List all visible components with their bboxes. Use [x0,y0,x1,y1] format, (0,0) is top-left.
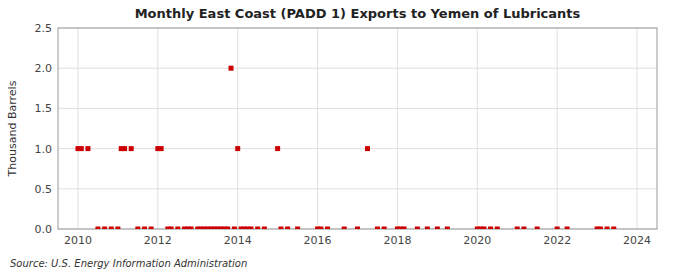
point [129,146,134,151]
grid [58,28,657,229]
plot-frame [58,28,657,229]
y-tick-label: 0.0 [35,223,53,236]
x-tick-label: 2012 [144,234,172,247]
point [229,66,234,71]
point [425,227,430,230]
y-grid-line [58,68,657,69]
point [375,227,380,230]
x-grid-line [397,28,398,229]
x-grid-line [77,28,78,229]
point [382,227,387,230]
title: Monthly East Coast (PADD 1) Exports to Y… [135,6,581,21]
y-tick-label: 1.0 [35,143,53,156]
point [102,227,107,230]
point [149,227,154,230]
point [278,227,283,230]
point [342,227,347,230]
x-tick-label: 2010 [64,234,92,247]
point [159,146,164,151]
x-tick-label: 2016 [304,234,332,247]
point [275,146,280,151]
x-grid-line [237,28,238,229]
point [109,227,114,230]
points [75,66,616,229]
point [189,227,194,230]
point [142,227,147,230]
point [535,227,540,230]
point [495,227,500,230]
point [225,227,230,230]
source-note: Source: U.S. Energy Information Administ… [10,258,247,269]
x-grid-line [637,28,638,229]
point [115,227,120,230]
x-grid-line [477,28,478,229]
point [435,227,440,230]
y-axis-label: Thousand Barrels [6,80,19,177]
point [605,227,610,230]
point [95,227,100,230]
point [365,146,370,151]
point [135,227,140,230]
point [402,227,407,230]
x-tick-label: 2014 [224,234,252,247]
point [85,146,90,151]
point [255,227,260,230]
background [0,0,675,275]
x-tick-label: 2018 [383,234,411,247]
point [248,227,253,230]
point [565,227,570,230]
point [598,227,603,230]
point [295,227,300,230]
point [235,146,240,151]
y-tick-label: 1.5 [35,102,53,115]
y-grid-line [58,188,657,189]
x-grid-line [317,28,318,229]
point [488,227,493,230]
x-grid-line [557,28,558,229]
point [175,227,180,230]
x-tick-label: 2024 [623,234,651,247]
x-tick-label: 2022 [543,234,571,247]
y-tick-label: 2.5 [35,22,53,35]
point [79,146,84,151]
y-grid-line [58,148,657,149]
x-tick-label: 2020 [463,234,491,247]
chart: 0.0 0.5 1.0 1.5 2.0 2.5 2010 2012 2014 2016 2018 20… [0,0,675,275]
point [481,227,486,230]
point [555,227,560,230]
point [285,227,290,230]
y-grid-line [58,108,657,109]
point [515,227,520,230]
point [262,227,267,230]
y-tick-label: 2.0 [35,62,53,75]
point [611,227,616,230]
point [521,227,526,230]
point [325,227,330,230]
point [355,227,360,230]
point [122,146,127,151]
point [169,227,174,230]
point [445,227,450,230]
point [232,227,237,230]
point [415,227,420,230]
y-tick-label: 0.5 [35,183,53,196]
point [318,227,323,230]
x-grid-line [157,28,158,229]
